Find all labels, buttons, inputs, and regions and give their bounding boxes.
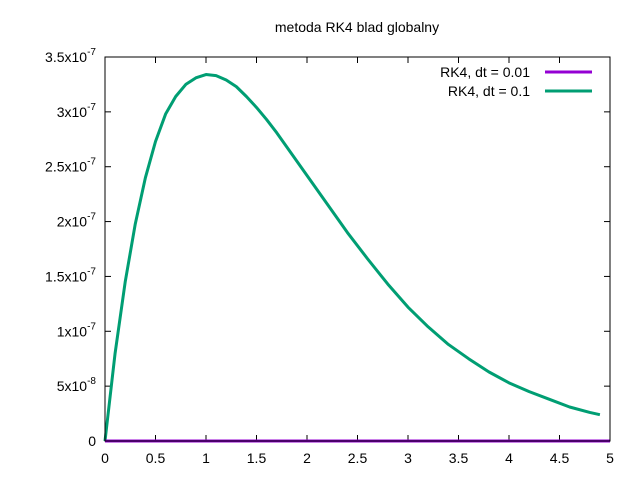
- y-tick-label: 3x10-7: [57, 102, 97, 120]
- y-tick-exponent: -7: [87, 266, 96, 277]
- y-tick-mantissa: 3.5x10: [45, 49, 87, 65]
- y-tick-label: 3.5x10-7: [45, 47, 96, 65]
- y-tick-label: 5x10-8: [57, 376, 97, 394]
- y-tick-mantissa: 1.5x10: [45, 268, 87, 284]
- x-tick-label: 5: [606, 450, 614, 466]
- y-tick-exponent: -7: [87, 102, 96, 113]
- x-tick-label: 3.5: [449, 450, 469, 466]
- x-tick-label: 4.5: [550, 450, 570, 466]
- y-tick-exponent: -8: [87, 376, 96, 387]
- x-tick-label: 1.5: [247, 450, 267, 466]
- x-tick-label: 0: [101, 450, 109, 466]
- tick-marks: [104, 56, 611, 442]
- y-tick-label: 2x10-7: [57, 212, 97, 230]
- y-tick-mantissa: 1x10: [57, 323, 88, 339]
- plot-frame: [104, 56, 611, 442]
- y-tick-labels: 05x10-81x10-71.5x10-72x10-72.5x10-73x10-…: [45, 47, 96, 449]
- y-tick-mantissa: 0: [88, 433, 96, 449]
- y-tick-mantissa: 2.5x10: [45, 159, 87, 175]
- y-tick-label: 2.5x10-7: [45, 157, 96, 175]
- y-tick-exponent: -7: [87, 47, 96, 58]
- y-tick-label: 0: [88, 433, 96, 449]
- y-tick-label: 1.5x10-7: [45, 266, 96, 284]
- y-tick-exponent: -7: [87, 321, 96, 332]
- legend-label-0: RK4, dt = 0.01: [440, 64, 530, 80]
- y-tick-exponent: -7: [87, 212, 96, 223]
- series-line-1: [103, 73, 601, 442]
- x-tick-label: 4: [505, 450, 513, 466]
- x-tick-label: 2: [303, 450, 311, 466]
- chart-title: metoda RK4 blad globalny: [275, 19, 439, 35]
- x-tick-label: 1: [202, 450, 210, 466]
- x-tick-labels: 0 0.5 1 1.5 2 2.5 3 3.5 4 4.5 5: [101, 450, 614, 466]
- x-tick-label: 3: [404, 450, 412, 466]
- y-tick-label: 1x10-7: [57, 321, 97, 339]
- x-tick-label: 2.5: [348, 450, 368, 466]
- y-tick-exponent: -7: [87, 157, 96, 168]
- y-tick-mantissa: 2x10: [57, 214, 88, 230]
- x-tick-label: 0.5: [146, 450, 166, 466]
- y-tick-mantissa: 5x10: [57, 378, 88, 394]
- legend: RK4, dt = 0.01 RK4, dt = 0.1: [440, 64, 592, 99]
- y-tick-mantissa: 3x10: [57, 104, 88, 120]
- series-lines: [103, 73, 610, 443]
- legend-label-1: RK4, dt = 0.1: [448, 83, 530, 99]
